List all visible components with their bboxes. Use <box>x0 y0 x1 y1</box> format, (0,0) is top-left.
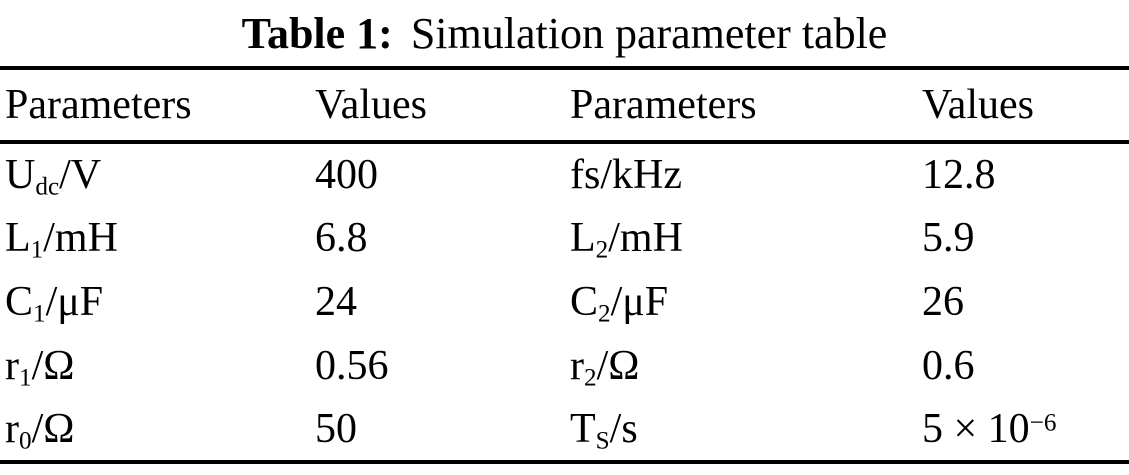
parameter-cell: fs/kHz <box>570 152 682 198</box>
value-cell: 6.8 <box>315 215 368 261</box>
parameter-cell: C2/μF <box>570 279 669 328</box>
table-row: r1/Ω 0.56 r2/Ω 0.6 <box>0 334 1129 398</box>
parameter-cell: r1/Ω <box>5 343 75 392</box>
value-cell: 5 × 10−6 <box>922 406 1057 452</box>
column-header: Values <box>315 68 570 144</box>
value-cell: 0.6 <box>922 343 975 389</box>
table-row: L1/mH 6.8 L2/mH 5.9 <box>0 206 1129 270</box>
table-body: Udc/V 400 fs/kHz 12.8 L1/mH 6.8 L2/mH 5.9 C1/μF 2… <box>0 142 1129 462</box>
parameter-cell: TS/s <box>570 406 638 455</box>
value-cell: 5.9 <box>922 215 975 261</box>
value-cell: 400 <box>315 152 378 198</box>
table-header-row: Parameters Values Parameters Values <box>0 68 1129 144</box>
column-header: Parameters <box>0 68 315 144</box>
parameter-table: Parameters Values Parameters Values Udc/V 40… <box>0 66 1129 464</box>
value-cell: 24 <box>315 279 357 325</box>
table-row: r0/Ω 50 TS/s 5 × 10−6 <box>0 398 1129 462</box>
parameter-cell: r2/Ω <box>570 343 640 392</box>
table-caption-text: Simulation parameter table <box>410 9 888 58</box>
parameter-cell: L2/mH <box>570 215 683 264</box>
value-cell: 0.56 <box>315 343 389 389</box>
value-cell: 26 <box>922 279 964 325</box>
parameter-cell: L1/mH <box>5 215 118 264</box>
value-cell: 12.8 <box>922 152 996 198</box>
table-caption: Table 1: Simulation parameter table <box>0 0 1129 66</box>
table-row: Udc/V 400 fs/kHz 12.8 <box>0 142 1129 206</box>
parameter-cell: C1/μF <box>5 279 104 328</box>
value-cell: 50 <box>315 406 357 452</box>
table-caption-label: Table 1: <box>241 9 393 58</box>
column-header: Parameters <box>570 68 922 144</box>
table-row: C1/μF 24 C2/μF 26 <box>0 270 1129 334</box>
parameter-cell: r0/Ω <box>5 406 75 455</box>
parameter-cell: Udc/V <box>5 152 102 201</box>
column-header: Values <box>922 68 1129 144</box>
